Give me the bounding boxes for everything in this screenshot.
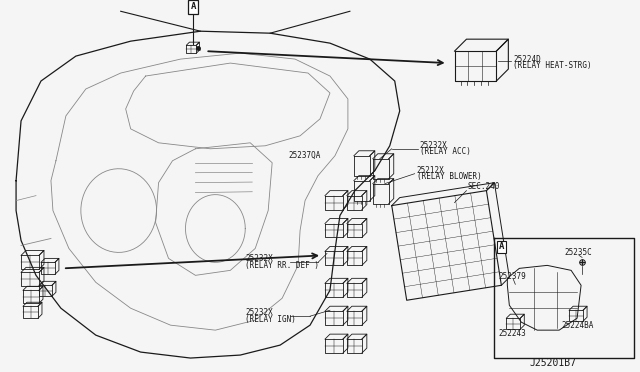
Text: (RELAY RR. DEF ): (RELAY RR. DEF ): [245, 261, 319, 270]
Text: 25232X: 25232X: [245, 254, 273, 263]
Text: (RELAY ACC): (RELAY ACC): [420, 147, 470, 156]
Text: SEC.240: SEC.240: [467, 182, 500, 191]
Text: (RELAY BLOWER): (RELAY BLOWER): [417, 172, 481, 181]
Text: 25237QA: 25237QA: [288, 151, 321, 160]
Text: 25224D: 25224D: [513, 55, 541, 64]
Text: J25201B7: J25201B7: [529, 358, 576, 368]
Text: 25224BA: 25224BA: [561, 321, 593, 330]
Text: 25235C: 25235C: [564, 248, 592, 257]
Text: A: A: [499, 243, 504, 251]
Text: 252243: 252243: [499, 328, 526, 338]
Text: 25232X: 25232X: [245, 308, 273, 317]
Text: 252379: 252379: [499, 272, 526, 281]
Text: A: A: [191, 2, 196, 11]
Text: 25232X: 25232X: [420, 141, 447, 150]
Text: (RELAY IGN): (RELAY IGN): [245, 315, 296, 324]
Text: 25212X: 25212X: [417, 166, 444, 175]
Text: (RELAY HEAT-STRG): (RELAY HEAT-STRG): [513, 61, 592, 70]
